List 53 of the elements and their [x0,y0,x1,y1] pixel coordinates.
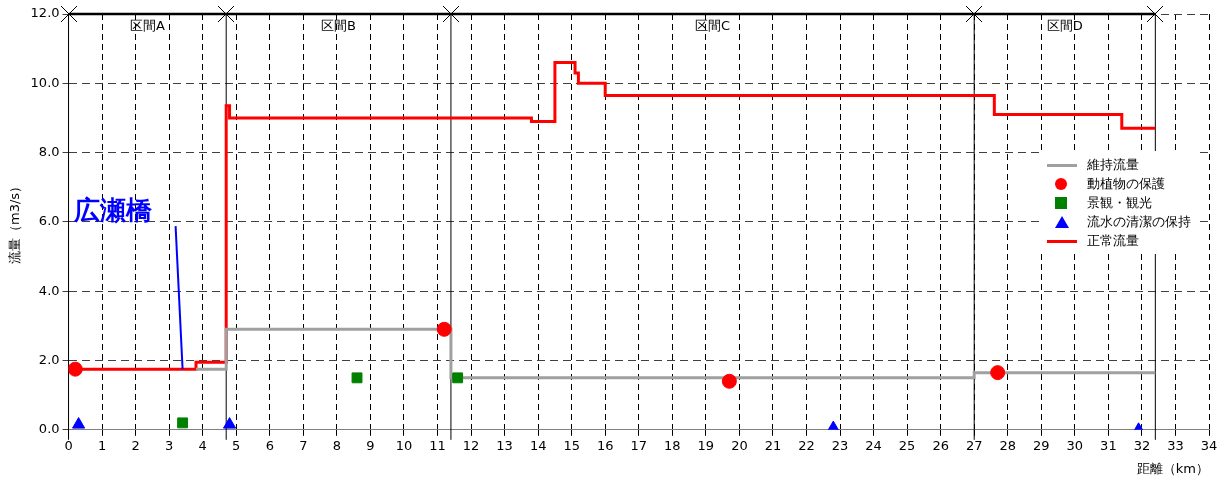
legend-label: 景観・観光 [1087,194,1152,213]
x-tick-label: 25 [898,437,916,453]
x-tick-label: 4 [198,437,207,453]
annotation: 区間C [695,17,731,33]
x-tick-label: 34 [1200,437,1218,453]
legend-label: 正常流量 [1087,232,1139,251]
y-tick-label: 6.0 [38,213,60,229]
x-tick-label: 31 [1100,437,1117,453]
annotation: 区間B [321,17,357,33]
legend-label: 維持流量 [1087,156,1139,175]
annotation: 区間A [129,17,165,33]
x-tick-label: 17 [630,437,648,453]
x-tick-label: 26 [932,437,949,453]
x-tick-label: 12 [462,437,480,453]
y-tick-label: 2.0 [38,351,60,367]
x-tick-label: 16 [596,437,614,453]
x-tick-label: 22 [798,437,815,453]
x-tick-label: 2 [131,437,140,453]
x-tick-label: 6 [265,437,274,453]
x-tick-label: 15 [563,437,580,453]
y-axis-title: 流量（m3/s） [7,179,23,264]
x-tick-label: 14 [529,437,547,453]
x-axis-title: 距離（km） [1136,460,1209,476]
x-tick-label: 9 [366,437,375,453]
x-tick-label: 28 [999,437,1017,453]
x-tick-label: 13 [496,437,513,453]
x-tick-label: 24 [865,437,882,453]
x-tick-label: 3 [165,437,174,453]
x-tick-label: 5 [232,437,241,453]
x-tick-label: 1 [97,437,107,453]
x-tick-label: 8 [332,437,342,453]
legend-label: 流水の清潔の保持 [1087,213,1191,232]
x-tick-label: 20 [731,437,748,453]
x-tick-label: 29 [1033,437,1050,453]
x-tick-label: 21 [764,437,782,453]
x-tick-label: 23 [831,437,849,453]
x-tick-label: 27 [965,437,983,453]
y-tick-label: 12.0 [30,5,60,21]
y-tick-label: 8.0 [38,143,60,159]
y-tick-label: 4.0 [38,282,60,298]
x-tick-label: 30 [1066,437,1084,453]
x-tick-label: 11 [429,437,446,453]
x-tick-label: 33 [1167,437,1184,453]
x-tick-label: 0 [64,437,73,453]
y-tick-label: 0.0 [38,421,60,437]
x-tick-label: 18 [664,437,681,453]
x-tick-label: 10 [395,437,413,453]
legend-label: 動植物の保護 [1087,175,1165,194]
annotation: 広瀬橋 [72,195,153,226]
y-tick-label: 10.0 [30,74,60,90]
x-tick-label: 32 [1133,437,1151,453]
x-tick-label: 7 [299,437,308,453]
x-tick-label: 19 [697,437,715,453]
